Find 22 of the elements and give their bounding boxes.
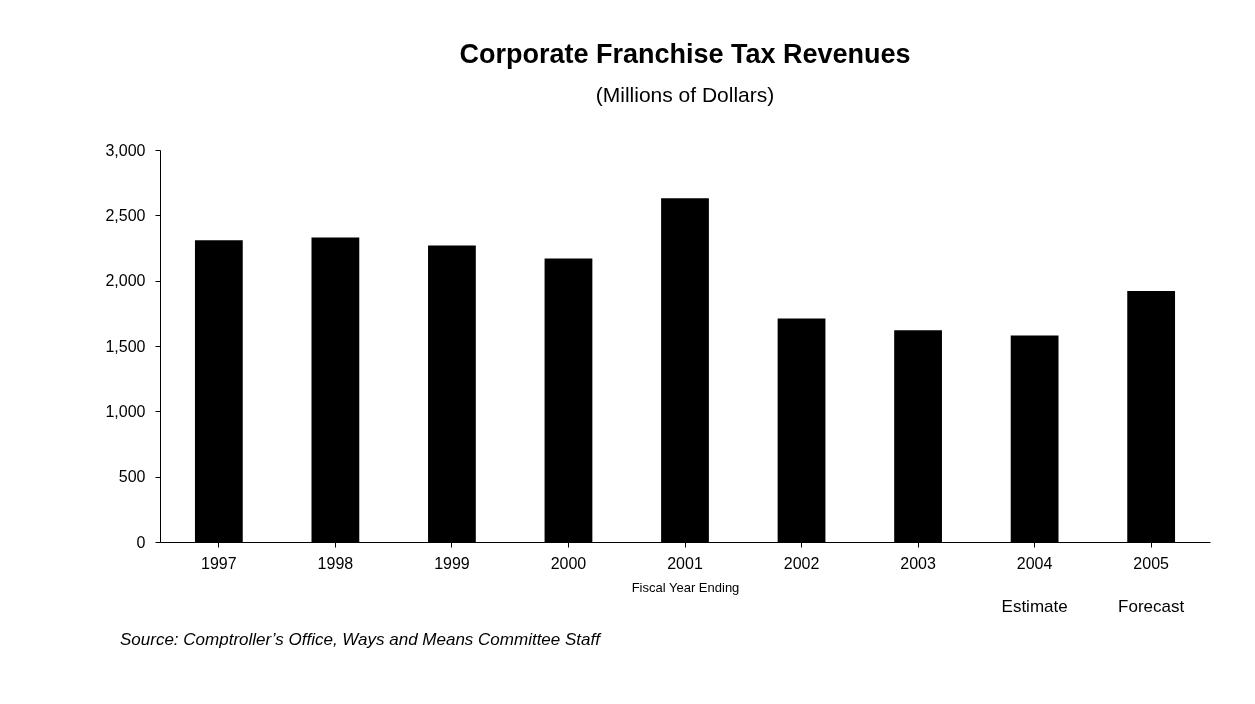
y-tick-label: 0 <box>136 533 146 551</box>
x-axis-title: Fiscal Year Ending <box>631 579 740 595</box>
x-tick-label: 2003 <box>900 554 936 572</box>
x-tick-label: 1999 <box>434 554 470 572</box>
y-tick-label: 2,500 <box>105 206 146 224</box>
y-tick-label: 3,000 <box>105 141 146 159</box>
y-tick-label: 1,000 <box>105 402 146 420</box>
text: Forecast <box>1118 597 1185 616</box>
source-note: Source: Comptroller’s Office, Ways and Means Committee Staff <box>120 630 603 649</box>
x-tick-label: 2002 <box>783 554 820 572</box>
y-tick-label: 500 <box>118 468 146 486</box>
x-tick-label: 1998 <box>317 554 354 572</box>
text: Estimate <box>1001 597 1068 616</box>
x-tick-label: 2005 <box>1133 554 1170 572</box>
chart-title: Corporate Franchise Tax Revenues <box>459 39 911 69</box>
x-tick-label: 2000 <box>550 554 587 572</box>
chart-subtitle: (Millions of Dollars) <box>595 83 775 106</box>
x-tick-label: 2004 <box>1016 554 1053 572</box>
y-tick-label: 2,000 <box>105 272 146 290</box>
x-tick-label: 1997 <box>201 554 237 572</box>
x-tick-label: 2001 <box>667 554 703 572</box>
y-tick-label: 1,500 <box>105 337 146 355</box>
